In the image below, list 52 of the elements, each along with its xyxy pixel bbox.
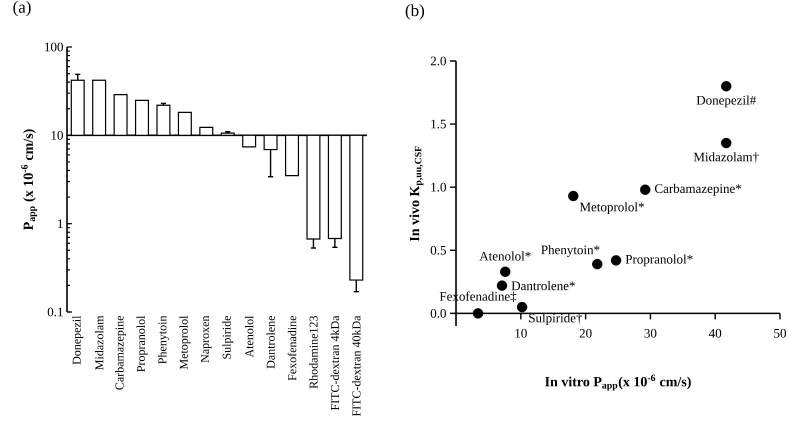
x-tick-label: Midazolam xyxy=(94,316,104,370)
x-tick-label: Sulpiride xyxy=(222,316,234,359)
y-axis-title: In vivo K$_{p,uu,CSF}$ xyxy=(409,146,424,242)
x-tick-label: Atenolol xyxy=(244,316,254,358)
point xyxy=(500,266,510,277)
point xyxy=(516,302,528,312)
annotation: Sulpiride† xyxy=(529,313,582,326)
y-tick-label: 1.5 xyxy=(431,120,446,128)
annotation: Donepezil# xyxy=(696,95,756,108)
x-tick-label: 20 xyxy=(580,328,592,338)
x-tick-label: 40 xyxy=(708,328,722,338)
point xyxy=(568,190,578,202)
x-tick-label: Donepezil xyxy=(72,316,84,364)
x-tick-label: 50 xyxy=(774,328,786,338)
y-tick-label: 0.0 xyxy=(430,308,446,318)
y-tick-label: 10 xyxy=(52,130,63,140)
x-tick-label: Propranolol xyxy=(136,316,148,372)
annotation: Propranolol* xyxy=(626,254,693,266)
point xyxy=(592,258,602,270)
annotation: Midazolam† xyxy=(694,152,759,163)
y-tick-label: 0.1 xyxy=(48,308,63,316)
annotation: Phenytoin* xyxy=(541,245,600,257)
annotation: Metoprolol* xyxy=(580,202,644,214)
y-tick-label: 1.0 xyxy=(431,182,446,192)
point xyxy=(721,81,732,92)
x-axis-title: In vitro P$_{app}$(x 10$^{-6}$ cm/s) xyxy=(545,374,691,391)
y-tick-label: 100 xyxy=(45,42,63,52)
y-tick-label: 1 xyxy=(58,219,63,228)
x-tick-label: FITC-dextran 4kDa xyxy=(330,316,340,410)
x-tick-label: Metoprolol xyxy=(179,316,190,370)
x-tick-label: 10 xyxy=(515,328,527,338)
chart-title: (b) xyxy=(406,4,424,20)
point xyxy=(472,308,484,319)
x-tick-label: Carbamazepine xyxy=(115,316,126,390)
annotation: Dantrolene* xyxy=(512,281,575,290)
annotation: Carbamazepine* xyxy=(654,184,742,196)
chart-title: (a) xyxy=(13,0,31,16)
x-tick-label: Dantrolene xyxy=(266,316,275,368)
point xyxy=(721,138,732,148)
x-tick-label: FITC-dextran 40kDa xyxy=(352,316,361,416)
point xyxy=(610,255,622,266)
point xyxy=(496,280,508,291)
x-tick-label: Phenytoin xyxy=(158,316,169,364)
x-tick-label: Naproxen xyxy=(201,316,212,363)
annotation: Atenolol* xyxy=(479,251,531,261)
x-tick-label: Fexofenadine xyxy=(288,316,296,380)
y-tick-label: 0.5 xyxy=(430,246,446,255)
x-tick-label: 30 xyxy=(644,328,656,338)
y-axis-title: P$_{app}$ (x 10$^{-6}$ cm/s) xyxy=(21,129,38,230)
y-tick-label: 2.0 xyxy=(430,56,446,66)
point xyxy=(640,184,650,195)
x-tick-label: Rhodamine123 xyxy=(309,316,318,389)
